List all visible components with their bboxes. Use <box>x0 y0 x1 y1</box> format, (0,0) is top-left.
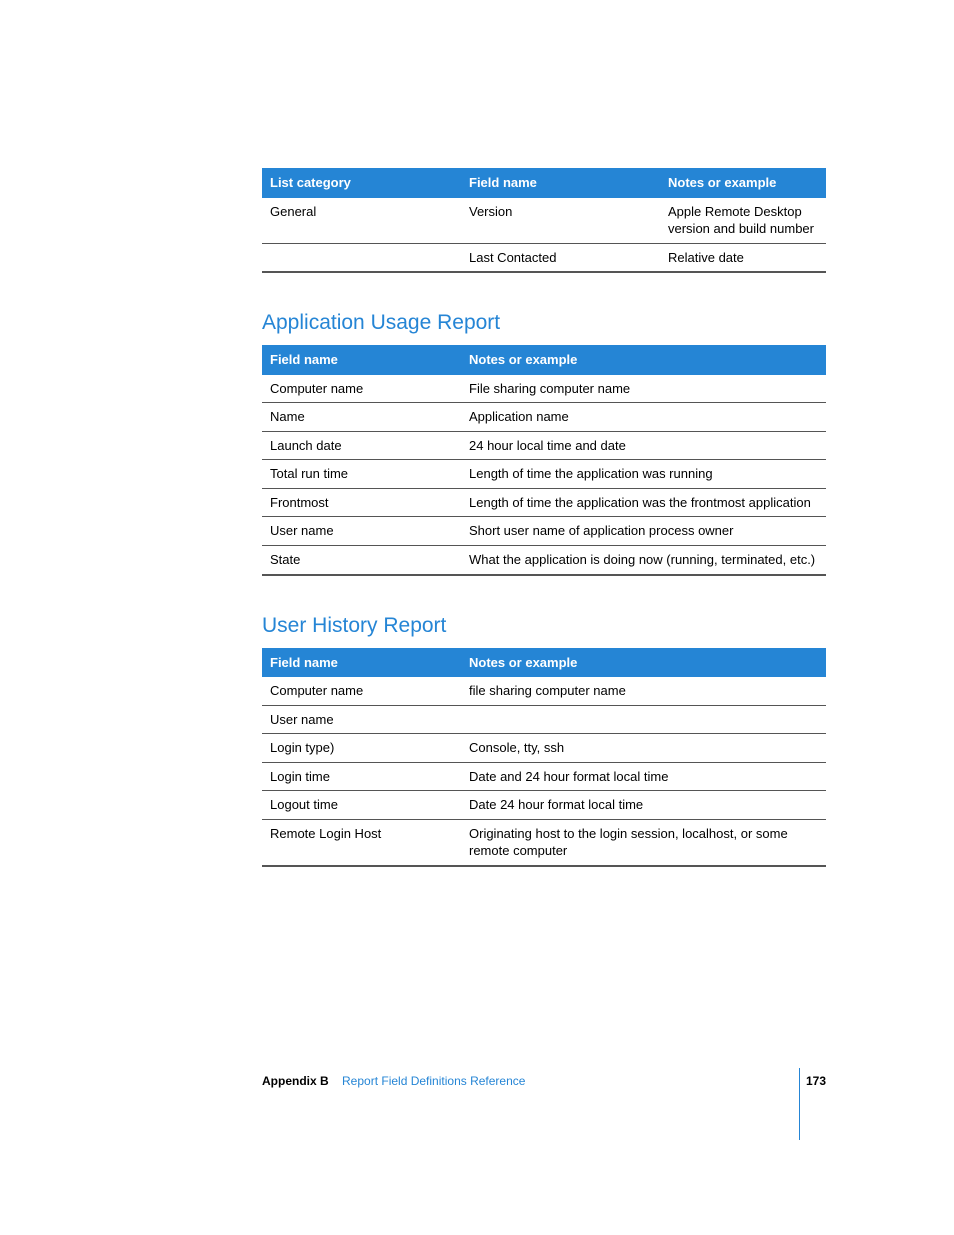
col-header: Field name <box>262 346 461 374</box>
cell: Date 24 hour format local time <box>461 791 826 820</box>
col-header: Field name <box>461 169 660 197</box>
cell: File sharing computer name <box>461 374 826 403</box>
table-row: General Version Apple Remote Desktop ver… <box>262 197 826 244</box>
cell: Console, tty, ssh <box>461 734 826 763</box>
section-title-user-history: User History Report <box>262 614 826 638</box>
table-row: Login type)Console, tty, ssh <box>262 734 826 763</box>
cell: Apple Remote Desktop version and build n… <box>660 197 826 244</box>
table-row: Computer nameFile sharing computer name <box>262 374 826 403</box>
cell: What the application is doing now (runni… <box>461 546 826 575</box>
table-row: Total run timeLength of time the applica… <box>262 460 826 489</box>
cell: Originating host to the login session, l… <box>461 819 826 866</box>
cell <box>461 705 826 734</box>
table-row: Last Contacted Relative date <box>262 243 826 272</box>
table-row: StateWhat the application is doing now (… <box>262 546 826 575</box>
page-footer: Appendix B Report Field Definitions Refe… <box>262 1074 826 1088</box>
cell: Relative date <box>660 243 826 272</box>
cell: Computer name <box>262 676 461 705</box>
cell: User name <box>262 705 461 734</box>
cell: Date and 24 hour format local time <box>461 762 826 791</box>
cell: Version <box>461 197 660 244</box>
table-row: Login timeDate and 24 hour format local … <box>262 762 826 791</box>
col-header: List category <box>262 169 461 197</box>
cell: State <box>262 546 461 575</box>
appendix-label: Appendix B <box>262 1074 329 1088</box>
table-row: FrontmostLength of time the application … <box>262 488 826 517</box>
cell: Remote Login Host <box>262 819 461 866</box>
cell: file sharing computer name <box>461 676 826 705</box>
footer-divider <box>799 1068 800 1140</box>
col-header: Notes or example <box>461 346 826 374</box>
cell: Last Contacted <box>461 243 660 272</box>
cell <box>262 243 461 272</box>
cell: Computer name <box>262 374 461 403</box>
cell: Login time <box>262 762 461 791</box>
cell: Length of time the application was runni… <box>461 460 826 489</box>
footer-left: Appendix B Report Field Definitions Refe… <box>262 1074 525 1088</box>
cell: Total run time <box>262 460 461 489</box>
cell: Logout time <box>262 791 461 820</box>
page-number: 173 <box>806 1074 826 1088</box>
cell: Login type) <box>262 734 461 763</box>
table-app-usage: Field name Notes or example Computer nam… <box>262 345 826 575</box>
table-row: Computer namefile sharing computer name <box>262 676 826 705</box>
table-row: User nameShort user name of application … <box>262 517 826 546</box>
col-header: Notes or example <box>461 649 826 677</box>
col-header: Field name <box>262 649 461 677</box>
appendix-title: Report Field Definitions Reference <box>342 1074 525 1088</box>
cell: Frontmost <box>262 488 461 517</box>
table-top: List category Field name Notes or exampl… <box>262 168 826 273</box>
cell: Launch date <box>262 431 461 460</box>
cell: Name <box>262 403 461 432</box>
cell: Application name <box>461 403 826 432</box>
section-title-app-usage: Application Usage Report <box>262 311 826 335</box>
table-user-history: Field name Notes or example Computer nam… <box>262 648 826 867</box>
cell: Length of time the application was the f… <box>461 488 826 517</box>
table-row: Launch date24 hour local time and date <box>262 431 826 460</box>
cell: General <box>262 197 461 244</box>
table-row: User name <box>262 705 826 734</box>
cell: Short user name of application process o… <box>461 517 826 546</box>
table-row: Logout timeDate 24 hour format local tim… <box>262 791 826 820</box>
cell: 24 hour local time and date <box>461 431 826 460</box>
table-row: NameApplication name <box>262 403 826 432</box>
col-header: Notes or example <box>660 169 826 197</box>
cell: User name <box>262 517 461 546</box>
table-row: Remote Login HostOriginating host to the… <box>262 819 826 866</box>
